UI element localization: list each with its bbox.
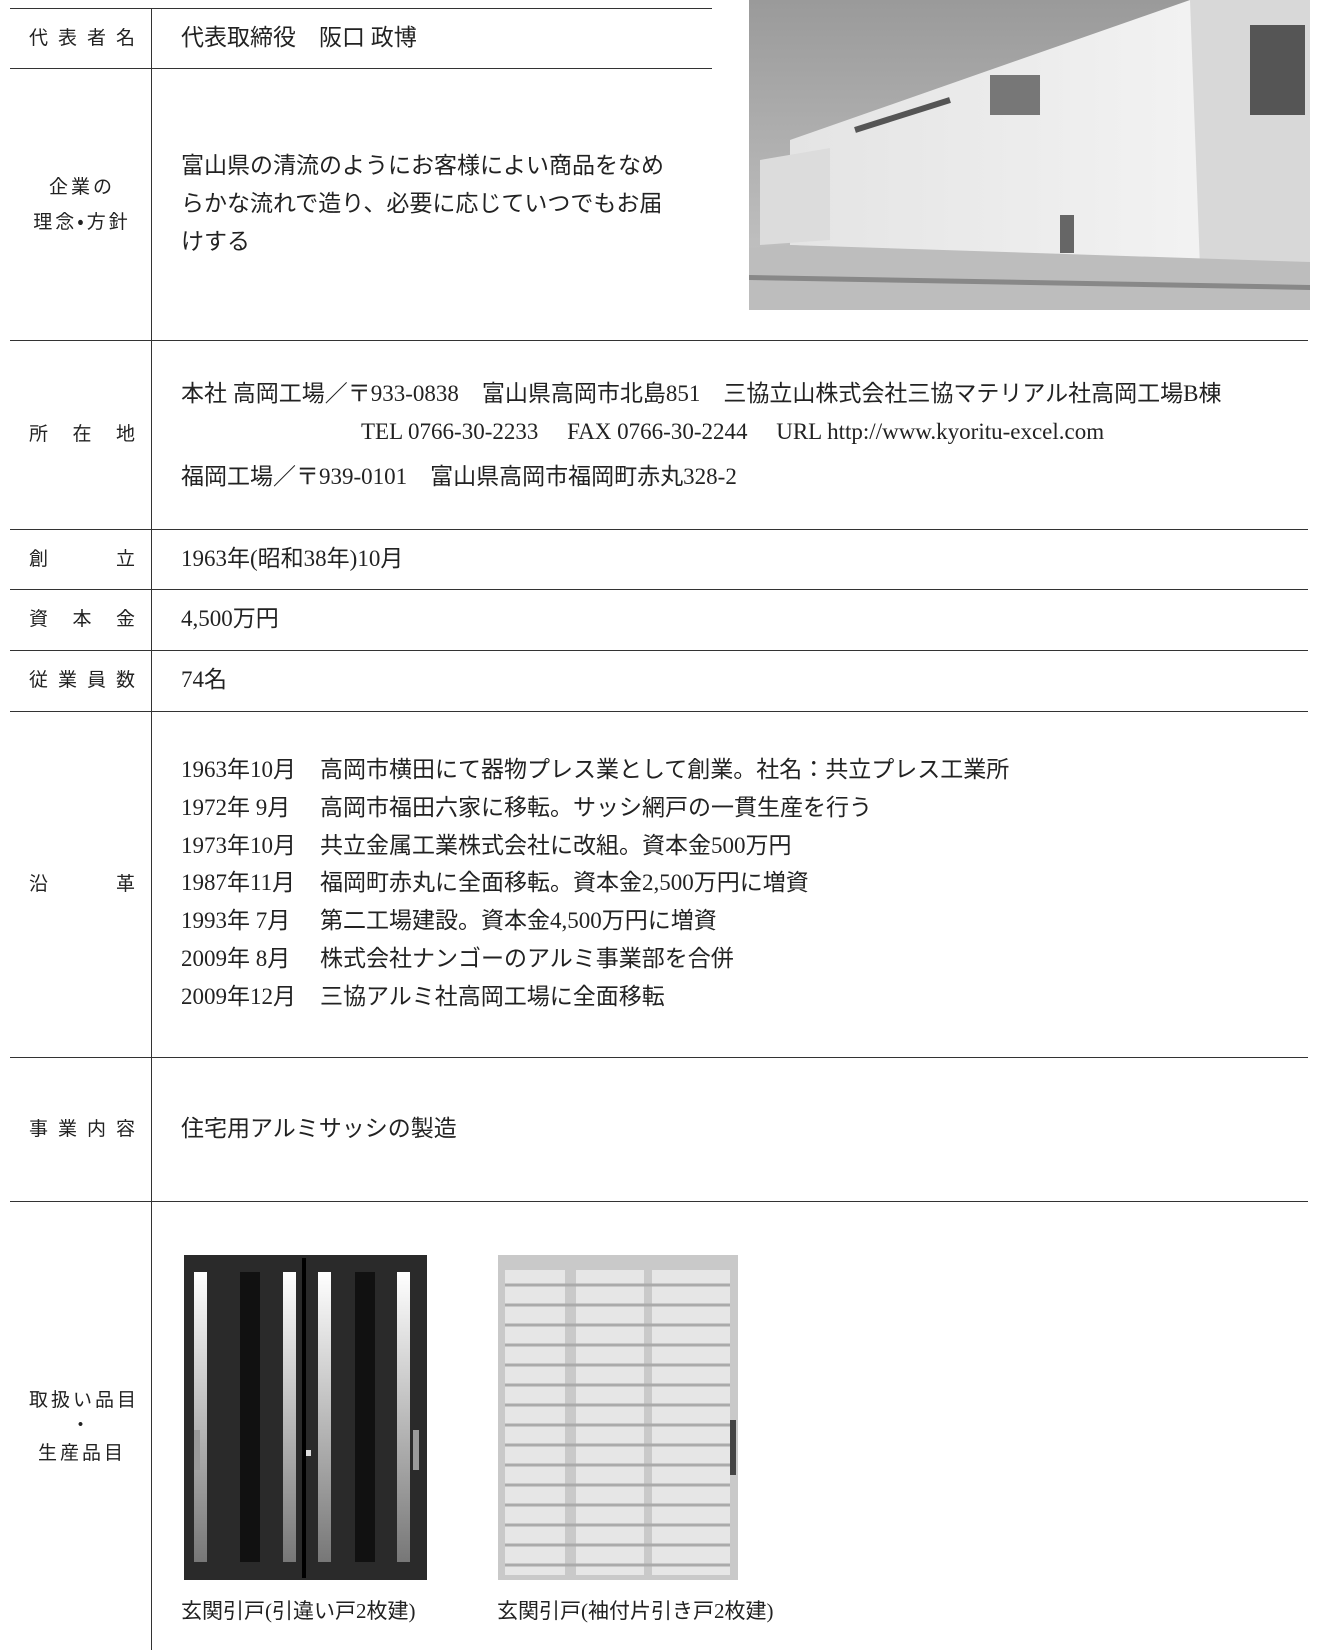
label-column-divider: [151, 8, 152, 1650]
row-label: 代表者名: [29, 27, 135, 49]
row-text: 1963年(昭和38年)10月: [181, 546, 404, 571]
row-text: らかな流れで造り、必要に応じていつでもお届: [181, 191, 663, 216]
row-label: 所在地: [29, 423, 135, 445]
history-text: 高岡市福田六家に移転。サッシ網戸の一貫生産を行う: [320, 794, 872, 820]
history-text: 共立金属工業株式会社に改組。資本金500万円: [320, 832, 792, 858]
row-text: TEL 0766-30-2233 FAX 0766-30-2244 URL ht…: [361, 419, 1105, 444]
history-date: 1993年 7月: [181, 908, 291, 934]
history-date: 2009年 8月: [181, 946, 291, 971]
row-text: けする: [181, 229, 250, 254]
history-text: 福岡町赤丸に全面移転。資本金2,500万円に増資: [320, 870, 809, 896]
row-label: 企業の: [48, 176, 115, 198]
product-caption: 玄関引戸(袖付片引き戸2枚建): [497, 1599, 774, 1623]
row-label: 創立: [29, 548, 135, 570]
row-label: 資本金: [29, 608, 135, 630]
row-label: 事業内容: [29, 1118, 135, 1140]
row-divider: [10, 340, 1308, 341]
row-divider: [10, 68, 712, 69]
row-text: 富山県の清流のようにお客様によい商品をなめ: [181, 153, 664, 178]
row-divider: [10, 589, 1308, 590]
history-text: 三協アルミ社高岡工場に全面移転: [320, 983, 665, 1009]
row-divider: [10, 529, 1308, 530]
history-date: 1987年11月: [181, 870, 296, 896]
row-label: 沿革: [29, 873, 135, 895]
row-divider: [10, 650, 1308, 651]
row-text: 代表取締役 阪口 政博: [181, 25, 417, 50]
history-text: 第二工場建設。資本金4,500万円に増資: [320, 908, 717, 934]
row-divider: [10, 8, 712, 9]
door-photo-light: [498, 1255, 738, 1580]
history-text: 株式会社ナンゴーのアルミ事業部を合併: [320, 946, 734, 971]
row-text: 本社 高岡工場／〒933-0838 富山県高岡市北島851 三協立山株式会社三協…: [181, 381, 1222, 406]
row-label: 取扱い品目: [29, 1389, 140, 1411]
history-date: 1973年10月: [181, 832, 296, 858]
product-caption: 玄関引戸(引違い戸2枚建): [181, 1599, 416, 1623]
row-text: 住宅用アルミサッシの製造: [181, 1116, 457, 1141]
row-text: 福岡工場／〒939-0101 富山県高岡市福岡町赤丸328-2: [181, 464, 737, 489]
row-text: 74名: [181, 667, 227, 692]
row-divider: [10, 1201, 1308, 1202]
history-date: 2009年12月: [181, 983, 296, 1009]
row-divider: [10, 1057, 1308, 1058]
history-text: 高岡市横田にて器物プレス業として創業。社名：共立プレス工業所: [320, 757, 1010, 782]
row-text: 4,500万円: [181, 606, 279, 631]
row-divider: [10, 711, 1308, 712]
history-date: 1972年 9月: [181, 794, 291, 820]
history-date: 1963年10月: [181, 757, 296, 782]
factory-photo: [749, 0, 1310, 310]
row-label: 生産品目: [37, 1442, 126, 1464]
row-label: 理念・方針: [33, 211, 131, 233]
door-photo-dark: [184, 1255, 427, 1580]
row-label: 従業員数: [29, 669, 135, 691]
row-label: ・: [70, 1414, 93, 1436]
